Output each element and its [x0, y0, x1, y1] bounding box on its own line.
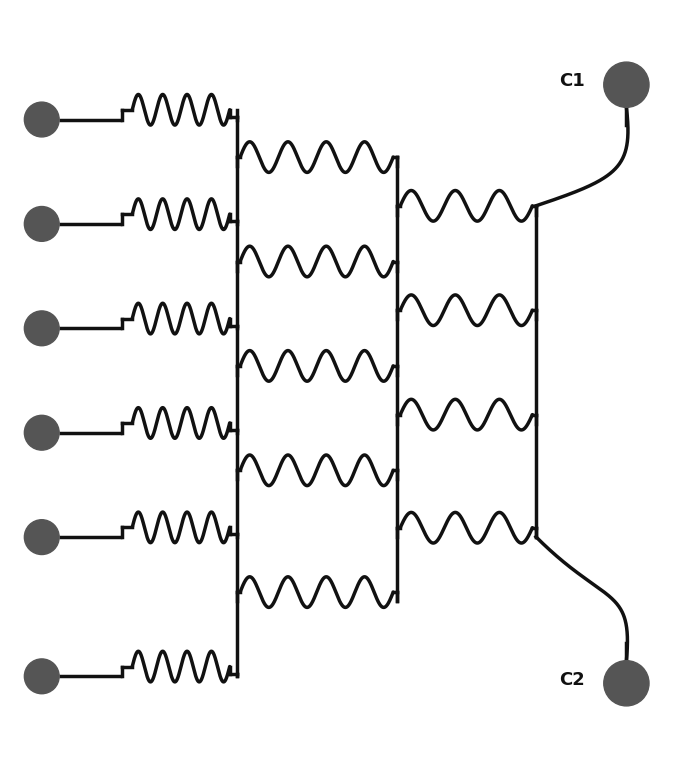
Circle shape: [603, 660, 649, 706]
Circle shape: [24, 520, 59, 554]
Text: C2: C2: [559, 670, 585, 689]
Circle shape: [24, 659, 59, 694]
Text: C1: C1: [559, 72, 585, 91]
Circle shape: [24, 207, 59, 241]
Circle shape: [24, 102, 59, 137]
Circle shape: [603, 62, 649, 108]
Circle shape: [24, 415, 59, 450]
Circle shape: [24, 311, 59, 346]
